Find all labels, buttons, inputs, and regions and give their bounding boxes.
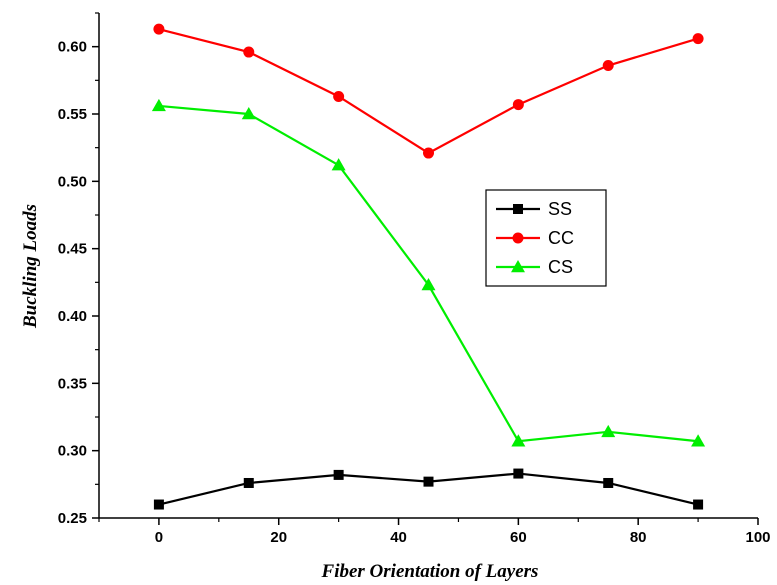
- data-point-cc: [423, 147, 434, 159]
- legend-label-cc: CC: [548, 228, 574, 248]
- data-point-cs: [241, 107, 256, 120]
- data-point-cc: [333, 90, 345, 102]
- data-point-cs: [421, 278, 436, 291]
- data-point-ss: [243, 477, 254, 488]
- data-point-cs: [511, 434, 526, 447]
- y-tick-label: 0.35: [58, 375, 87, 392]
- y-tick-label: 0.30: [58, 443, 87, 460]
- y-tick-label: 0.40: [58, 308, 87, 325]
- data-point-ss: [603, 477, 614, 488]
- legend-marker-cc: [512, 232, 524, 244]
- series-ss: [153, 468, 704, 510]
- legend-item-cs: CS: [496, 257, 573, 277]
- x-axis-title: Fiber Orientation of Layers: [321, 561, 539, 582]
- data-point-cs: [691, 434, 706, 447]
- x-tick-label: 100: [745, 529, 770, 546]
- y-axis-title: Buckling Loads: [20, 204, 41, 329]
- data-point-ss: [513, 468, 524, 479]
- legend-marker-ss: [513, 204, 523, 214]
- y-tick-label: 0.60: [58, 39, 87, 56]
- legend-label-cs: CS: [548, 257, 573, 277]
- data-point-cc: [243, 46, 255, 58]
- y-tick-label: 0.45: [58, 241, 87, 258]
- series-line-cc: [158, 28, 699, 155]
- y-tick-label: 0.25: [58, 510, 87, 527]
- data-point-cs: [331, 158, 346, 171]
- y-tick-label: 0.50: [58, 173, 87, 190]
- x-tick-label: 80: [630, 529, 647, 546]
- axes: 0 20 40 60 80 100 0.25 0.30 0.35 0.40 0.45 0.50 0.55…: [58, 12, 771, 546]
- x-tick-label: 20: [270, 529, 287, 546]
- x-tick-label: 40: [390, 529, 407, 546]
- data-point-cs: [151, 98, 166, 112]
- legend-item-ss: SS: [496, 199, 572, 219]
- legend-item-cc: CC: [496, 228, 574, 248]
- data-point-ss: [693, 499, 704, 510]
- data-point-ss: [333, 469, 344, 480]
- data-point-cc: [512, 99, 524, 111]
- legend: SS CC CS: [485, 189, 607, 287]
- data-point-cc: [692, 33, 704, 45]
- x-tick-label: 0: [155, 529, 163, 546]
- data-point-ss: [153, 499, 164, 510]
- legend-marker-cs: [511, 260, 525, 273]
- legend-label-ss: SS: [548, 199, 572, 219]
- y-tick-label: 0.55: [58, 106, 87, 123]
- series-cc: [153, 23, 704, 159]
- data-point-cc: [602, 60, 614, 72]
- data-point-ss: [423, 476, 434, 487]
- series-cs: [151, 98, 706, 447]
- data-point-cs: [601, 424, 616, 438]
- data-point-cc: [153, 23, 165, 35]
- x-tick-label: 60: [510, 529, 527, 546]
- series-layer: [151, 23, 706, 510]
